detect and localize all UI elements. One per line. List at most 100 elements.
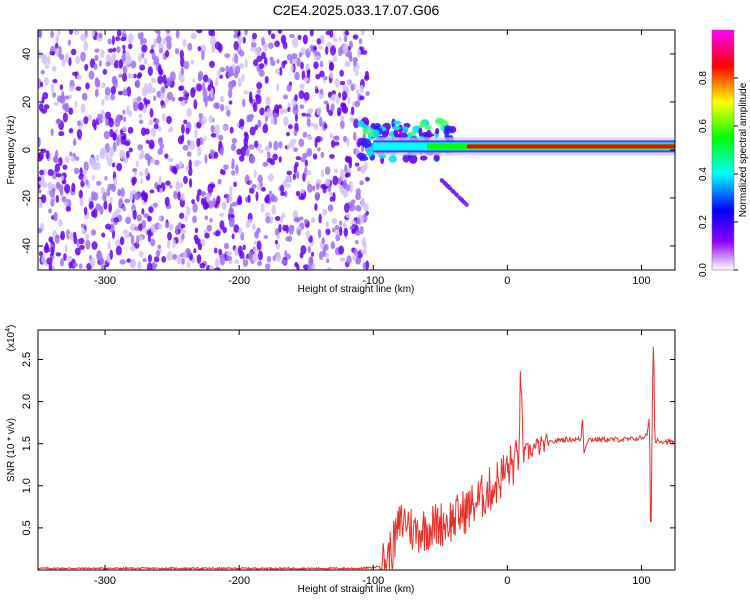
noise-blob bbox=[263, 234, 269, 239]
noise-blob bbox=[347, 97, 351, 104]
noise-blob bbox=[178, 182, 184, 188]
noise-blob bbox=[318, 116, 323, 128]
noise-blob bbox=[80, 223, 85, 229]
noise-blob bbox=[73, 167, 80, 175]
noise-blob bbox=[261, 51, 266, 60]
noise-blob bbox=[226, 255, 233, 261]
transition-blob bbox=[392, 125, 401, 131]
noise-blob bbox=[102, 68, 108, 75]
noise-blob bbox=[309, 30, 314, 37]
noise-blob bbox=[58, 157, 63, 167]
noise-blob bbox=[314, 55, 321, 60]
noise-blob bbox=[177, 135, 184, 145]
snr-exponent: (x104) bbox=[5, 325, 17, 352]
noise-blob bbox=[312, 185, 316, 192]
noise-blob bbox=[253, 169, 257, 178]
noise-blob bbox=[109, 249, 113, 260]
noise-blob bbox=[228, 217, 235, 228]
noise-blob bbox=[183, 175, 188, 185]
noise-blob bbox=[291, 53, 298, 60]
noise-blob bbox=[138, 113, 143, 119]
transition-blob bbox=[418, 127, 423, 137]
noise-blob bbox=[117, 90, 123, 96]
noise-blob bbox=[238, 227, 243, 236]
noise-blob bbox=[238, 35, 244, 41]
noise-blob bbox=[229, 185, 233, 196]
noise-blob bbox=[197, 146, 202, 157]
noise-blob bbox=[166, 91, 174, 101]
noise-blob bbox=[338, 36, 342, 42]
snr-ylabel: SNR (10 * v/v) bbox=[6, 418, 17, 482]
noise-blob bbox=[60, 175, 64, 181]
noise-blob bbox=[194, 237, 201, 245]
noise-blob bbox=[279, 66, 283, 76]
noise-blob bbox=[67, 39, 72, 46]
noise-blob bbox=[75, 55, 81, 65]
noise-blob bbox=[95, 154, 100, 162]
noise-blob bbox=[204, 154, 208, 164]
noise-blob bbox=[157, 75, 164, 85]
noise-blob bbox=[83, 206, 88, 216]
noise-blob bbox=[254, 140, 259, 148]
noise-blob bbox=[168, 157, 174, 162]
noise-blob bbox=[198, 112, 204, 119]
noise-blob bbox=[60, 257, 65, 267]
transition-blob bbox=[435, 128, 440, 135]
noise-blob bbox=[76, 74, 82, 80]
noise-blob bbox=[208, 265, 215, 270]
noise-blob bbox=[289, 138, 295, 149]
noise-blob bbox=[220, 103, 225, 112]
noise-blob bbox=[65, 206, 72, 212]
noise-blob bbox=[64, 183, 71, 194]
noise-blob bbox=[339, 226, 343, 237]
noise-blob bbox=[96, 250, 101, 261]
noise-blob bbox=[264, 75, 269, 84]
noise-blob bbox=[157, 148, 164, 155]
noise-blob bbox=[257, 260, 263, 267]
noise-blob bbox=[209, 149, 214, 157]
noise-blob bbox=[38, 189, 42, 194]
x-tick-label: -200 bbox=[228, 575, 250, 587]
x-tick-label: -300 bbox=[94, 575, 116, 587]
y-tick-label: 0.5 bbox=[21, 520, 33, 535]
noise-blob bbox=[213, 127, 218, 134]
noise-blob bbox=[83, 116, 89, 125]
noise-blob bbox=[46, 257, 53, 265]
noise-blob bbox=[135, 79, 141, 89]
noise-blob bbox=[298, 138, 305, 147]
tail-blob bbox=[448, 186, 453, 191]
noise-blob bbox=[169, 126, 174, 132]
noise-blob bbox=[319, 70, 325, 78]
noise-blob bbox=[253, 59, 259, 67]
noise-blob bbox=[270, 115, 275, 125]
noise-blob bbox=[293, 147, 299, 153]
snr-xlabel: Height of straight line (km) bbox=[298, 584, 415, 595]
noise-blob bbox=[343, 227, 349, 237]
noise-blob bbox=[227, 71, 232, 78]
noise-blob bbox=[115, 239, 121, 248]
noise-blob bbox=[154, 159, 160, 166]
noise-blob bbox=[161, 86, 166, 94]
noise-blob bbox=[138, 223, 143, 232]
noise-blob bbox=[137, 260, 142, 270]
noise-blob bbox=[282, 108, 289, 114]
noise-blob bbox=[164, 196, 170, 207]
noise-blob bbox=[110, 93, 116, 101]
noise-blob bbox=[343, 35, 348, 43]
noise-blob bbox=[287, 106, 291, 113]
noise-blob bbox=[113, 60, 120, 69]
noise-blob bbox=[192, 78, 196, 83]
transition-blob bbox=[361, 138, 372, 148]
noise-blob bbox=[69, 151, 73, 157]
noise-blob bbox=[140, 127, 147, 136]
noise-blob bbox=[339, 220, 343, 226]
y-tick-label: 2.5 bbox=[21, 352, 33, 367]
noise-blob bbox=[38, 151, 44, 161]
noise-blob bbox=[316, 147, 321, 152]
noise-blob bbox=[108, 146, 115, 158]
noise-blob bbox=[200, 191, 207, 196]
noise-blob bbox=[107, 48, 114, 53]
noise-blob bbox=[201, 50, 205, 61]
noise-blob bbox=[327, 91, 333, 99]
noise-blob bbox=[154, 30, 159, 34]
